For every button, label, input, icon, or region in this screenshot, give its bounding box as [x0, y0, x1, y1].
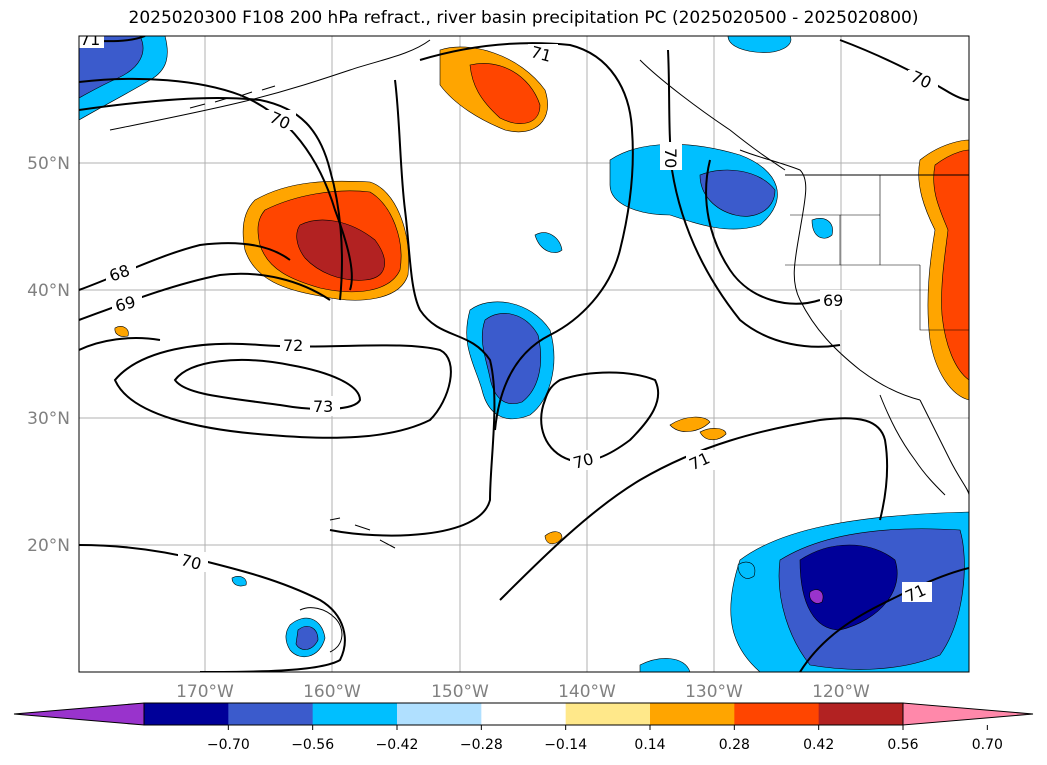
- colorbar-tick-label: 0.14: [634, 737, 665, 753]
- contour-label-backs: [79, 36, 938, 602]
- map-frame: [78, 35, 970, 673]
- contour-label: 72: [283, 336, 303, 355]
- blob-central-darkred: [296, 219, 385, 281]
- bc-coast: [739, 149, 807, 231]
- us-west-coast: [793, 229, 921, 401]
- mexico-coast: [919, 399, 969, 496]
- colorbar-swatch: [734, 703, 820, 725]
- contour-70-ne: [839, 39, 969, 101]
- colorbar-swatch: [650, 703, 735, 725]
- contour-label: 69: [113, 292, 138, 316]
- blob-small-blue-4: [231, 576, 247, 587]
- blob-small-blue-3: [727, 36, 792, 53]
- contour-72: [113, 342, 452, 439]
- lon-label: 150°W: [431, 682, 489, 702]
- blob-small-blue-1: [534, 232, 563, 253]
- colorbar-tick-label: −0.70: [207, 737, 250, 753]
- alaska-islands: [189, 85, 276, 109]
- lat-label: 20°N: [27, 536, 70, 556]
- colorbar-tick-label: 0.28: [719, 737, 750, 753]
- blob-midpac-blue: [481, 313, 541, 404]
- colorbar-swatch: [228, 703, 314, 725]
- contour-70-pnw: [667, 49, 841, 348]
- blob-east-red: [933, 149, 969, 381]
- contour-70-south: [79, 544, 346, 672]
- contour-label: 70: [661, 148, 680, 168]
- state-borders: [785, 175, 969, 331]
- baja-coast: [879, 394, 946, 496]
- colorbar-extension-high: [902, 702, 1034, 726]
- colorbar-tick-label: −0.28: [460, 737, 503, 753]
- lon-label: 130°W: [685, 682, 743, 702]
- contour-label: 70: [179, 550, 204, 574]
- blob-hawaii-blue: [295, 626, 319, 650]
- colorbar-tick-label: 0.70: [972, 737, 1003, 753]
- colorbar-swatch: [818, 703, 904, 725]
- alaska-coast: [109, 39, 431, 131]
- lon-label: 140°W: [558, 682, 616, 702]
- colorbar: −0.70 −0.56 −0.42 −0.28 −0.14 0.14 0.28 0.42 0.5…: [13, 702, 1034, 753]
- colorbar-tick-label: 0.42: [803, 737, 834, 753]
- blob-small-orange-4: [114, 326, 129, 337]
- contour-70-loop: [540, 371, 660, 463]
- contour-label: 70: [571, 449, 596, 473]
- blob-small-orange-1: [669, 416, 711, 432]
- colorbar-swatch: [481, 703, 567, 725]
- colorbar-tick-label: 0.56: [887, 737, 918, 753]
- precip-shading: [79, 36, 969, 672]
- lat-label: 50°N: [27, 154, 70, 174]
- map-title: 2025020300 F108 200 hPa refract., river …: [128, 8, 919, 28]
- contour-70-mid: [79, 337, 161, 351]
- contour-label: 73: [313, 397, 333, 416]
- blob-small-orange-2: [699, 428, 727, 441]
- lon-label: 170°W: [176, 682, 234, 702]
- colorbar-swatch: [397, 703, 482, 725]
- colorbar-swatch: [144, 703, 229, 725]
- contour-69-west: [705, 159, 821, 305]
- blob-se-purple: [809, 589, 824, 604]
- lon-label: 120°W: [812, 682, 870, 702]
- colorbar-swatch: [565, 703, 651, 725]
- contour-71-se: [799, 567, 969, 672]
- contour-label: 71: [80, 30, 100, 49]
- colorbar-extension-low: [13, 702, 145, 726]
- lat-label: 40°N: [27, 281, 70, 301]
- hawaii-islands: [299, 517, 396, 653]
- colorbar-frame: [143, 702, 904, 726]
- blob-small-blue-2: [811, 218, 833, 239]
- contour-label: 71: [529, 42, 554, 66]
- lon-labels: 170°W 160°W 150°W 140°W 130°W 120°W: [176, 682, 870, 702]
- lat-label: 30°N: [27, 409, 70, 429]
- blob-goa-red: [469, 63, 541, 124]
- contour-70-central: [329, 79, 496, 537]
- coastlines: [109, 39, 969, 653]
- contour-label: 69: [823, 291, 843, 310]
- colorbar-swatch: [312, 703, 398, 725]
- contour-71-south: [499, 417, 889, 601]
- colorbar-tick-label: −0.14: [544, 737, 587, 753]
- colorbar-tick-label: −0.56: [291, 737, 334, 753]
- blob-pnw-blue: [699, 169, 776, 217]
- blob-nw-navy: [79, 36, 144, 99]
- contour-71-central: [419, 42, 634, 431]
- colorbar-tick-label: −0.42: [376, 737, 419, 753]
- lat-labels: 50°N 40°N 30°N 20°N: [27, 154, 70, 556]
- blob-small-orange-3: [544, 531, 563, 545]
- contour-73: [173, 359, 362, 411]
- lon-label: 160°W: [303, 682, 361, 702]
- blob-small-blue-5: [737, 561, 756, 579]
